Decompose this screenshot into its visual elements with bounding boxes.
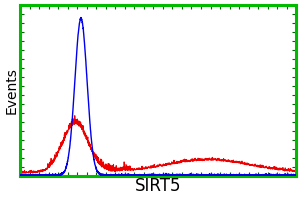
X-axis label: SIRT5: SIRT5 xyxy=(135,177,182,195)
Y-axis label: Events: Events xyxy=(5,67,19,114)
